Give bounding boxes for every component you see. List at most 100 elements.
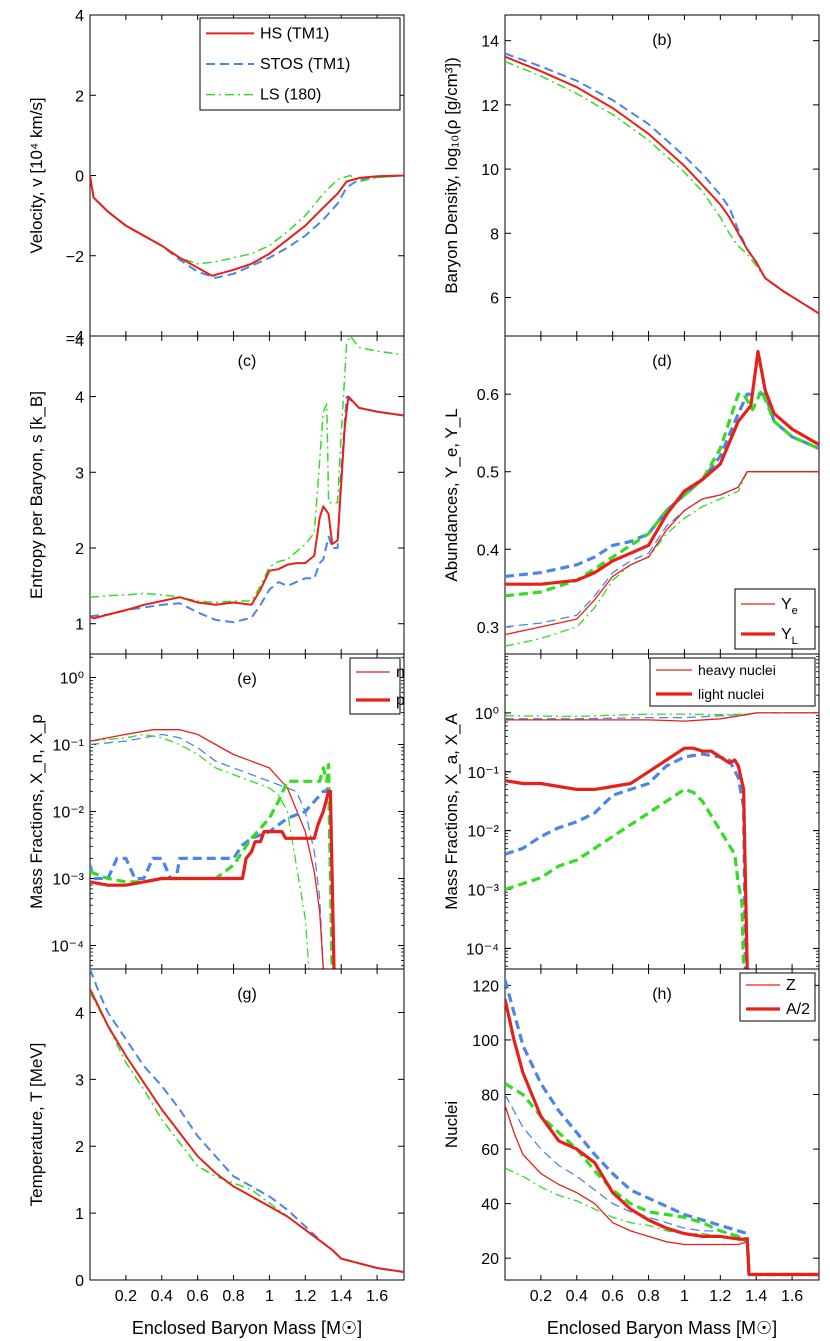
y-tick-label: 1 <box>75 1206 84 1223</box>
series-line-stos-z <box>505 1094 819 1276</box>
series-line-hs-ye <box>505 471 819 636</box>
y-tick-label: 10⁻² <box>52 805 84 822</box>
series-line-hs-tm1- <box>90 174 404 277</box>
panel-label: (h) <box>652 986 672 1003</box>
series-line-ls-n <box>90 733 310 969</box>
y-tick-label: 2 <box>75 88 84 105</box>
series-line-stos-heavy <box>505 712 819 720</box>
y-tick-label: 4 <box>75 390 84 407</box>
legend-label: n <box>396 664 405 681</box>
legend-label: Z <box>786 977 796 994</box>
panel-b: 6 8 10 12 14 (b) Baryon Density, log₁₀(ρ [g/cm… <box>442 14 820 337</box>
x-tick-label: 0.6 <box>602 1288 624 1305</box>
y-tick-label: 0 <box>75 1273 84 1290</box>
series-line-ls-light <box>505 787 746 969</box>
legend-box <box>649 657 816 707</box>
y-axis-label: Velocity, v [10⁴ km/s] <box>27 97 46 253</box>
series-line-stos-tm1- <box>90 969 404 1273</box>
y-tick-label: −2 <box>66 249 84 266</box>
panel-e: 10⁻⁴ 10⁻³ 10⁻² 10⁻¹ 10⁰ (e) Mass Fractions, X_… <box>27 653 405 970</box>
panel-c: 1 2 3 4 −4 (c) Entropy per Baryon, s [k_B] <box>27 333 405 655</box>
y-tick-label: 3 <box>75 465 84 482</box>
y-tick-label: 2 <box>75 541 84 558</box>
y-axis-label: Mass Fractions, X_n, X_p <box>27 714 46 909</box>
x-tick-label: 1.2 <box>294 1288 316 1305</box>
panel-label: (g) <box>237 986 257 1003</box>
legend-box <box>739 972 816 1022</box>
y-tick-label: 1 <box>75 617 84 634</box>
x-tick-label: 1.4 <box>745 1288 767 1305</box>
y-tick-label: 4 <box>75 8 84 25</box>
y-tick-label: 10⁻³ <box>467 883 499 900</box>
y-tick-label: 8 <box>490 226 499 243</box>
series-line-hs-a-2 <box>505 998 819 1277</box>
panel-frame <box>89 968 405 1281</box>
y-tick-label: 0.6 <box>477 387 499 404</box>
y-tick-label: 10⁻¹ <box>52 737 84 754</box>
panel-h: 0.2 0.4 0.6 0.8 1 1.2 1.4 1.6 20 40 60 80 100 120 (h) N… <box>442 968 820 1305</box>
panel-label: (b) <box>652 32 672 49</box>
x-tick-label: 0.2 <box>530 1288 552 1305</box>
series-line-hs-light <box>505 746 749 969</box>
x-tick-label: 1.6 <box>781 1288 803 1305</box>
y-tick-label: 10⁻³ <box>52 872 84 889</box>
x-tick-label: 0.4 <box>566 1288 588 1305</box>
series-line-stos-light <box>505 752 747 969</box>
y-tick-label: 0.4 <box>477 542 499 559</box>
panel-frame <box>504 968 820 1281</box>
series-line-ls-180- <box>505 60 819 315</box>
x-tick-label: 0.6 <box>187 1288 209 1305</box>
y-tick-label: 10⁻² <box>467 824 499 841</box>
x-tick-label: 1.4 <box>330 1288 352 1305</box>
x-tick-label: 0.8 <box>222 1288 244 1305</box>
series-line-hs-z <box>505 1105 819 1276</box>
y-tick-label: 10⁰ <box>475 706 499 723</box>
series-line-hs-p <box>90 789 336 969</box>
series-line-hs-heavy <box>505 712 819 722</box>
y-tick-label: 0 <box>75 169 84 186</box>
y-tick-label: 10⁻⁴ <box>466 941 499 958</box>
y-tick-label: 12 <box>481 98 499 115</box>
legend-label: HS (TM1) <box>260 25 329 42</box>
y-tick-label: 60 <box>481 1142 499 1159</box>
legend-label: light nuclei <box>698 686 764 702</box>
y-tick-label: 10⁻⁴ <box>51 939 84 956</box>
series-line-stos-n <box>90 733 324 969</box>
y-tick-label: 20 <box>481 1251 499 1268</box>
x-tick-label: 1 <box>265 1288 274 1305</box>
series-line-ls-180- <box>90 174 404 265</box>
y-axis-label: Nuclei <box>442 1101 461 1148</box>
y-tick-label: −4 <box>66 329 84 346</box>
y-axis-label: Entropy per Baryon, s [k_B] <box>27 391 46 599</box>
y-tick-label: 14 <box>481 34 499 51</box>
y-axis-label: Baryon Density, log₁₀(ρ [g/cm³]) <box>442 57 461 294</box>
y-axis-label: Mass Fractions, X_a, X_A <box>442 713 461 910</box>
x-tick-label: 0.2 <box>115 1288 137 1305</box>
panel-label: (c) <box>238 353 257 370</box>
y-tick-label: −4 <box>66 333 84 350</box>
series-line-ls-180- <box>90 336 404 604</box>
y-tick-label: 40 <box>481 1197 499 1214</box>
y-tick-label: 4 <box>75 1005 84 1022</box>
legend-label: LS (180) <box>260 87 321 104</box>
x-axis-label: Enclosed Baryon Mass [M☉] <box>132 1318 362 1338</box>
y-tick-label: 120 <box>472 978 499 995</box>
series-line-stos-p <box>90 776 334 969</box>
legend-label: heavy nuclei <box>698 662 776 678</box>
y-tick-label: 6 <box>490 290 499 307</box>
legend-box <box>734 588 816 650</box>
legend-box <box>349 657 401 715</box>
panel-label: (e) <box>237 671 257 688</box>
series-line-stos-tm1- <box>90 174 404 279</box>
x-tick-label: 1.2 <box>709 1288 731 1305</box>
panel-frame <box>504 14 820 337</box>
legend-label: A/2 <box>786 1001 810 1018</box>
legend-label: STOS (TM1) <box>260 56 350 73</box>
series-line-stos-a-2 <box>505 979 819 1277</box>
y-tick-label: 0.5 <box>477 465 499 482</box>
y-tick-label: 100 <box>472 1033 499 1050</box>
